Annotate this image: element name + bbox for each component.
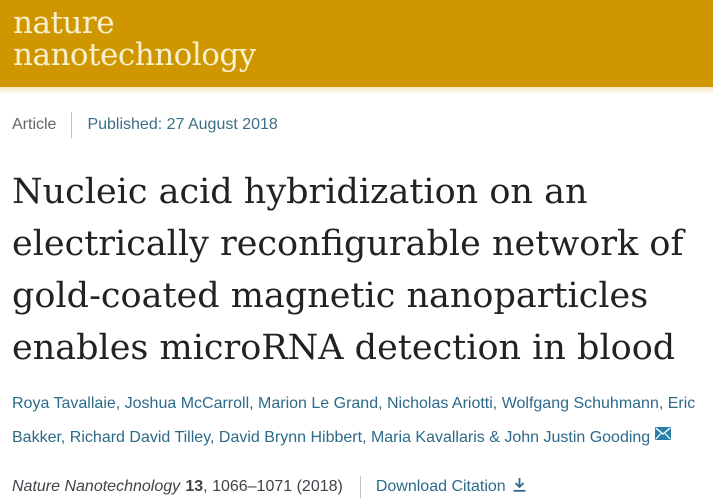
article-title-line: enables microRNA detection in blood (12, 328, 676, 368)
author-list-line[interactable]: Bakker, Richard David Tilley, David Bryn… (12, 429, 651, 446)
meta-divider (71, 112, 73, 138)
article-title-line: electrically reconfigurable network of (12, 224, 684, 264)
article-title: Nucleic acid hybridization on an electri… (12, 166, 701, 374)
journal-logo-line1: nature (13, 5, 115, 41)
author-list-line[interactable]: Roya Tavallaie, Joshua McCarroll, Marion… (12, 395, 696, 412)
download-citation-link[interactable]: Download Citation (376, 477, 527, 498)
envelope-icon[interactable] (655, 427, 672, 444)
citation-volume: 13 (185, 478, 204, 495)
article-title-line: gold-coated magnetic nanoparticles (12, 276, 649, 316)
download-citation-label[interactable]: Download Citation (375, 478, 506, 495)
author-list[interactable]: Roya Tavallaie, Joshua McCarroll, Marion… (12, 388, 701, 454)
journal-logo[interactable]: nature nanotechnology (13, 7, 256, 71)
published-date: Published: 27 August 2018 (87, 116, 278, 133)
article-meta-row: Article Published: 27 August 2018 (12, 112, 701, 138)
journal-logo-line2: nanotechnology (13, 37, 256, 73)
article-type-link[interactable]: Article (12, 116, 57, 133)
citation-divider (359, 476, 361, 498)
article-title-line: Nucleic acid hybridization on an (12, 172, 588, 212)
citation-pages: , 1066–1071 (2018) (203, 478, 343, 495)
citation-row: Nature Nanotechnology 13, 1066–1071 (2018… (12, 476, 701, 498)
citation-journal-name: Nature Nanotechnology (12, 478, 181, 495)
masthead-bottom-edge (0, 87, 713, 95)
download-arrow-icon[interactable] (512, 477, 527, 498)
article-header: Article Published: 27 August 2018 Nuclei… (0, 112, 713, 498)
journal-masthead: nature nanotechnology (0, 0, 713, 87)
